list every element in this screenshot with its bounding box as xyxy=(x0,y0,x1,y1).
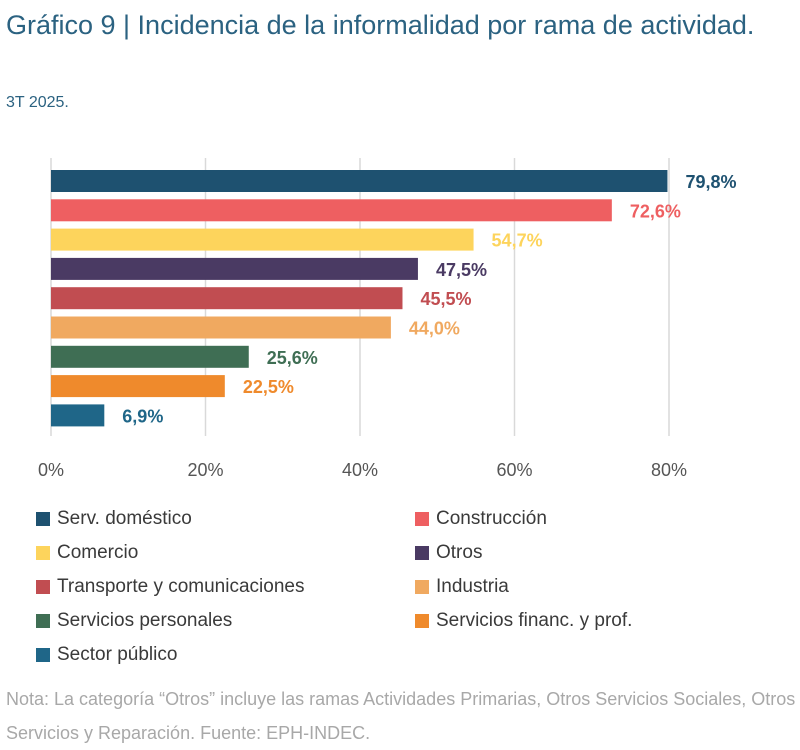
legend-item: Servicios personales xyxy=(36,610,232,632)
legend-label: Servicios personales xyxy=(57,610,233,631)
legend-item: Serv. doméstico xyxy=(36,508,192,530)
legend-label: Serv. doméstico xyxy=(57,508,192,529)
legend-swatch xyxy=(415,580,429,594)
data-label: 22,5% xyxy=(243,377,294,397)
x-tick-label: 60% xyxy=(496,460,532,480)
x-tick-label: 80% xyxy=(651,460,687,480)
legend-label: Sector público xyxy=(57,644,178,665)
legend-label: Servicios financ. y prof. xyxy=(436,610,633,631)
legend-swatch xyxy=(36,580,50,594)
bar-7 xyxy=(51,345,249,368)
legend-swatch xyxy=(36,512,50,526)
bar-1 xyxy=(51,170,668,192)
chart-title: Gráfico 9 | Incidencia de la informalida… xyxy=(6,10,755,40)
legend-swatch xyxy=(36,648,50,662)
data-label: 47,5% xyxy=(436,260,487,280)
legend-item: Industria xyxy=(415,576,509,598)
chart-note: Nota: La categoría “Otros” incluye las r… xyxy=(6,689,796,743)
legend-item: Construcción xyxy=(415,508,547,530)
legend-label: Otros xyxy=(436,542,483,563)
legend-label: Comercio xyxy=(57,542,139,563)
bar-chart: 0% 20% 40% 60% 80% 79,8%72,6% 54,7%47,5% 45,5% 4… xyxy=(38,158,737,480)
data-label: 45,5% xyxy=(420,289,471,309)
legend-item: Servicios financ. y prof. xyxy=(415,610,632,632)
x-tick-label: 40% xyxy=(342,460,378,480)
bar-5 xyxy=(51,287,403,310)
data-label: 72,6% xyxy=(630,201,681,221)
bar-3 xyxy=(51,228,474,251)
data-label: 6,9% xyxy=(122,406,163,426)
data-label: 79,8% xyxy=(685,172,736,192)
bar-4 xyxy=(51,257,418,280)
legend-label: Construcción xyxy=(436,508,547,529)
x-tick-label: 0% xyxy=(38,460,64,480)
bar-9 xyxy=(51,404,105,427)
legend-item: Sector público xyxy=(36,644,177,666)
legend-swatch xyxy=(36,546,50,560)
legend-item: Comercio xyxy=(36,542,138,564)
bar-6 xyxy=(51,316,391,339)
bar-8 xyxy=(51,375,225,398)
legend-swatch xyxy=(415,614,429,628)
data-label: 44,0% xyxy=(409,319,460,339)
legend-label: Industria xyxy=(436,576,509,597)
legend-item: Transporte y comunicaciones xyxy=(36,576,304,598)
legend-label: Transporte y comunicaciones xyxy=(57,576,305,597)
x-tick-label: 20% xyxy=(187,460,223,480)
legend-swatch xyxy=(415,546,429,560)
bar-2 xyxy=(51,199,612,222)
legend-swatch xyxy=(36,614,50,628)
data-label: 54,7% xyxy=(492,231,543,251)
chart-subtitle: 3T 2025. xyxy=(6,94,69,111)
legend-swatch xyxy=(415,512,429,526)
data-label: 25,6% xyxy=(267,348,318,368)
legend-item: Otros xyxy=(415,542,482,564)
